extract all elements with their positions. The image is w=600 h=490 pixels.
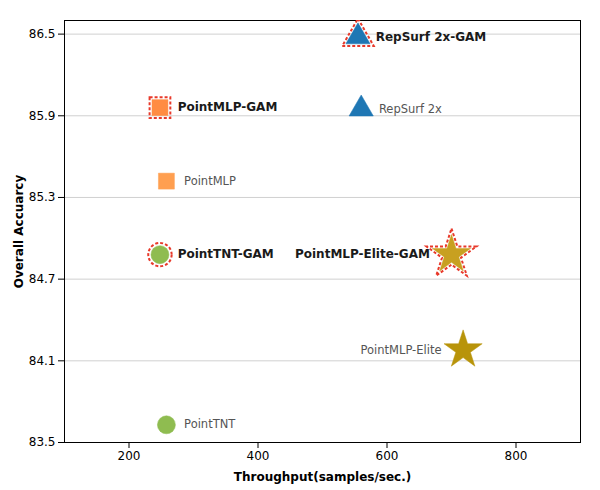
- svg-text:200: 200: [118, 449, 141, 463]
- svg-text:PointMLP-GAM: PointMLP-GAM: [178, 100, 278, 114]
- svg-text:800: 800: [505, 449, 528, 463]
- svg-text:84.7: 84.7: [29, 272, 56, 286]
- svg-text:400: 400: [247, 449, 270, 463]
- svg-text:RepSurf 2x: RepSurf 2x: [379, 102, 442, 116]
- svg-text:86.5: 86.5: [29, 27, 56, 41]
- svg-text:RepSurf 2x-GAM: RepSurf 2x-GAM: [376, 30, 487, 44]
- svg-text:85.3: 85.3: [29, 190, 56, 204]
- svg-text:PointMLP-Elite: PointMLP-Elite: [361, 343, 442, 357]
- svg-text:83.5: 83.5: [29, 435, 56, 449]
- svg-text:PointMLP: PointMLP: [184, 174, 236, 188]
- svg-text:85.9: 85.9: [29, 109, 56, 123]
- svg-text:84.1: 84.1: [29, 354, 56, 368]
- svg-text:600: 600: [376, 449, 399, 463]
- svg-text:Throughput(samples/sec.): Throughput(samples/sec.): [234, 470, 411, 484]
- svg-text:PointTNT: PointTNT: [184, 417, 236, 431]
- svg-text:PointTNT-GAM: PointTNT-GAM: [178, 247, 274, 261]
- svg-text:Overall Accuarcy: Overall Accuarcy: [12, 175, 26, 289]
- svg-text:PointMLP-Elite-GAM: PointMLP-Elite-GAM: [295, 247, 430, 261]
